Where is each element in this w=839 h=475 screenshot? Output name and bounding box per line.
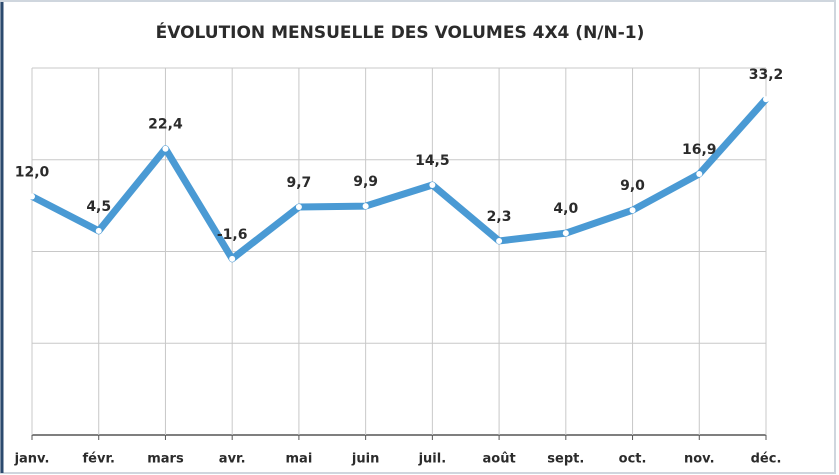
data-label: 2,3 (487, 209, 512, 225)
x-tick-label: nov. (684, 452, 715, 467)
x-tick-label: janv. (14, 452, 50, 467)
point (429, 181, 436, 188)
x-tick-label: août (482, 452, 515, 467)
data-label: 14,5 (415, 153, 450, 169)
point (29, 193, 35, 200)
x-tick-label: sept. (547, 452, 584, 467)
point (229, 255, 236, 262)
data-label: 9,9 (353, 174, 378, 190)
point (763, 96, 769, 103)
point (562, 230, 569, 237)
data-label: 16,9 (682, 142, 717, 158)
data-label: 4,0 (553, 201, 578, 217)
point (362, 203, 369, 210)
x-tick-label: mars (147, 452, 184, 467)
x-tick-label: mai (286, 452, 313, 467)
point (162, 145, 169, 152)
data-label: 4,5 (86, 199, 111, 215)
x-tick-label: déc. (751, 452, 782, 467)
x-tick-label: févr. (83, 452, 115, 467)
x-tick-label: avr. (219, 452, 246, 467)
data-label: 33,2 (749, 67, 784, 83)
data-label: 9,7 (287, 175, 312, 191)
data-label: 12,0 (15, 164, 50, 180)
chart-title: ÉVOLUTION MENSUELLE DES VOLUMES 4X4 (N/N… (156, 21, 645, 43)
point (295, 204, 302, 211)
point (496, 237, 503, 244)
data-label: -1,6 (217, 227, 248, 243)
x-tick-label: juil. (418, 452, 447, 467)
x-tick-label: juin (351, 452, 379, 467)
data-label: 9,0 (620, 178, 645, 194)
point (629, 207, 636, 214)
point (696, 170, 703, 177)
x-tick-label: oct. (619, 452, 647, 467)
line (30, 96, 769, 263)
point (95, 227, 102, 234)
data-label: 22,4 (148, 117, 183, 133)
